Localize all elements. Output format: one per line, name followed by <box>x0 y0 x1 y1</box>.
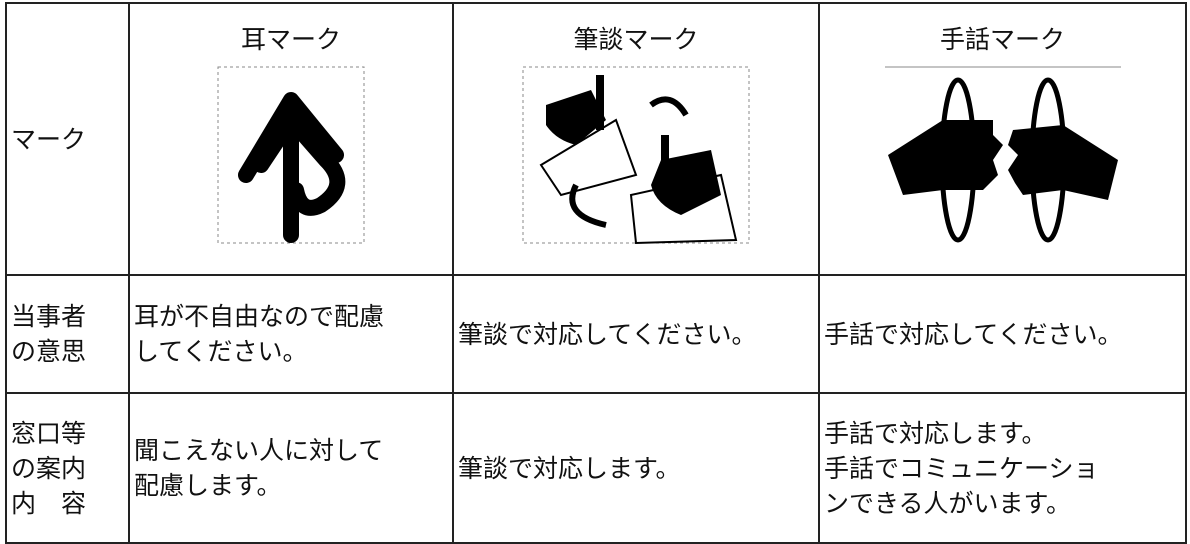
label-line: 内 容 <box>11 488 87 518</box>
row: 当事者の意思 耳が不自由なので配慮 してください。 筆談で対応してください。 手話… <box>5 274 1187 394</box>
label-line: の意思 <box>11 337 87 366</box>
cell: 耳が不自由なので配慮 してください。 <box>128 274 454 394</box>
header-row: マーク 耳マーク 筆談マーク 手話マーク <box>5 2 1187 276</box>
header-text: 筆談マーク <box>573 25 699 54</box>
cell: 筆談で対応します。 <box>452 392 820 544</box>
header-cell: マーク <box>5 2 130 276</box>
header-cell: 手話マーク <box>818 2 1187 276</box>
row: 窓口等の案内内 容 聞こえない人に対して 配慮します。 筆談で対応します。 手話で… <box>5 392 1187 544</box>
cell-line: 配慮します。 <box>134 471 282 500</box>
cell-line: 聞こえない人に対して <box>134 436 384 465</box>
cell: 筆談で対応してください。 <box>452 274 820 394</box>
label-line: 窓口等 <box>11 418 87 448</box>
cell-line: 手話で対応します。 <box>824 418 1047 448</box>
cell: 手話で対応します。手話でコミュニケーショ ンできる人がいます。 <box>818 392 1187 544</box>
label-line: 当事者 <box>11 302 87 331</box>
sign-mark-icon <box>884 66 1121 243</box>
sign-table: マーク 耳マーク 筆談マーク 手話マーク 当事者の意思 耳が不自由なので配慮 して… <box>5 2 1187 544</box>
header-text: マーク <box>11 124 87 154</box>
label-line: の案内 <box>11 453 87 483</box>
row-label: 当事者 の意思 <box>5 274 130 394</box>
cell-line: 筆談で対応してください。 <box>458 319 757 349</box>
header-text: 耳マーク <box>240 25 341 54</box>
cell-line: ンできる人がいます。 <box>824 488 1072 518</box>
header-text: 手話マーク <box>939 25 1065 54</box>
ear-mark-icon <box>217 66 365 244</box>
cell: 聞こえない人に対して 配慮します。 <box>128 392 454 544</box>
header-cell: 耳マーク <box>128 2 454 276</box>
writing-mark-icon <box>522 66 750 245</box>
header-cell: 筆談マーク <box>452 2 820 276</box>
cell-line: してください。 <box>134 337 308 366</box>
cell-line: 手話で対応してください。 <box>824 319 1123 349</box>
cell-line: 手話でコミュニケーショ <box>824 453 1099 483</box>
cell-line: 耳が不自由なので配慮 <box>134 302 385 331</box>
cell: 手話で対応してください。 <box>818 274 1187 394</box>
cell-line: 筆談で対応します。 <box>458 453 681 483</box>
page: マーク 耳マーク 筆談マーク 手話マーク 当事者の意思 耳が不自由なので配慮 して… <box>5 2 1187 544</box>
row-label: 窓口等 の案内内 容 <box>5 392 130 544</box>
